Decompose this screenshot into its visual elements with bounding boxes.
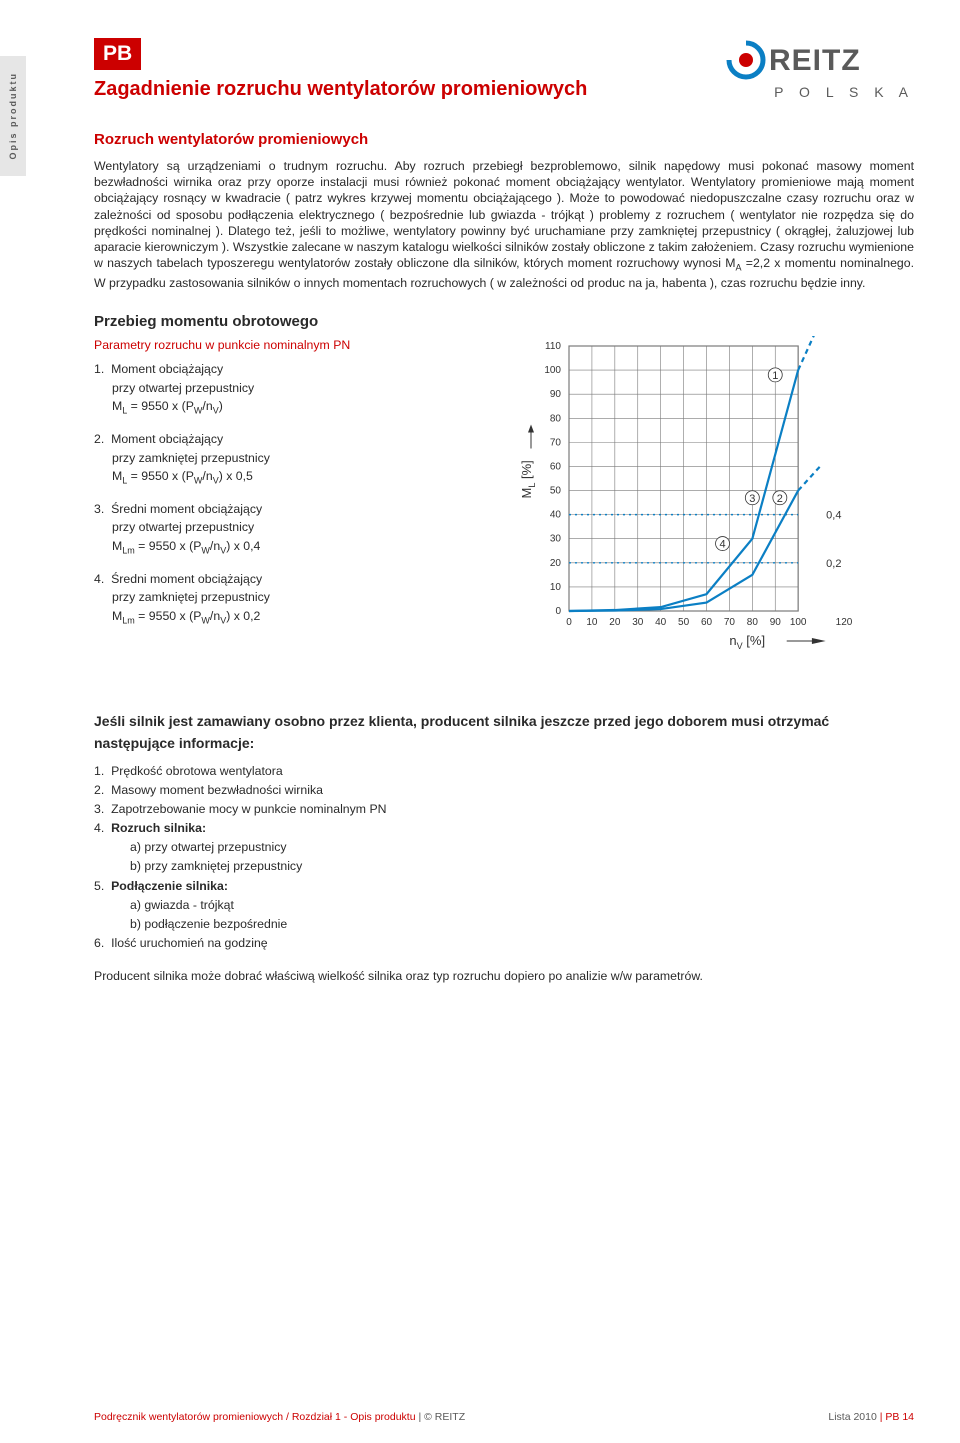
info-item: 2. Masowy moment bezwładności wirnika — [112, 781, 914, 800]
page-footer: Podręcznik wentylatorów promieniowych / … — [94, 1411, 914, 1423]
svg-text:0: 0 — [566, 617, 572, 628]
svg-text:20: 20 — [550, 558, 562, 569]
section-title: Przebieg momentu obrotowego — [94, 313, 914, 330]
svg-text:ML [%]: ML [%] — [519, 460, 537, 498]
info-item: 1. Prędkość obrotowa wentylatora — [112, 762, 914, 781]
parameters-column: Parametry rozruchu w punkcie nominalnym … — [94, 336, 474, 671]
svg-text:2: 2 — [777, 493, 783, 505]
svg-text:60: 60 — [550, 461, 562, 472]
svg-text:10: 10 — [586, 617, 598, 628]
info-lead: Jeśli silnik jest zamawiany osobno przez… — [94, 711, 914, 754]
svg-text:40: 40 — [655, 617, 667, 628]
svg-text:100: 100 — [544, 365, 561, 376]
svg-text:100: 100 — [790, 617, 807, 628]
svg-text:3: 3 — [749, 493, 755, 505]
svg-text:20: 20 — [609, 617, 621, 628]
footer-page: PB 14 — [885, 1411, 914, 1423]
svg-text:60: 60 — [701, 617, 713, 628]
svg-text:0,2: 0,2 — [826, 558, 841, 570]
svg-text:nV [%]: nV [%] — [729, 633, 765, 651]
svg-text:30: 30 — [550, 534, 562, 545]
svg-text:10: 10 — [550, 582, 562, 593]
svg-text:50: 50 — [550, 485, 562, 496]
svg-text:50: 50 — [678, 617, 690, 628]
info-block: Jeśli silnik jest zamawiany osobno przez… — [94, 711, 914, 986]
svg-text:80: 80 — [550, 413, 562, 424]
pb-badge: PB — [94, 38, 141, 70]
info-tail: Producent silnika może dobrać właściwą w… — [94, 967, 914, 986]
page-title: Zagadnienie rozruchu wentylatorów promie… — [94, 78, 587, 101]
param-item: 3. Średni moment obciążającyprzy otwarte… — [94, 500, 474, 558]
svg-text:0,4: 0,4 — [826, 509, 841, 521]
svg-text:REITZ: REITZ — [769, 44, 861, 77]
footer-chapter: Podręcznik wentylatorów promieniowych / … — [94, 1411, 416, 1423]
header-row: PB Zagadnienie rozruchu wentylatorów pro… — [94, 38, 914, 101]
param-item: 4. Średni moment obciążającyprzy zamknię… — [94, 570, 474, 628]
logo-subtext: P O L S K A — [724, 84, 914, 100]
info-item: 5. Podłączenie silnika:a) gwiazda - trój… — [112, 877, 914, 934]
param-title: Parametry rozruchu w punkcie nominalnym … — [94, 336, 474, 354]
footer-left-tail: | © REITZ — [416, 1411, 466, 1423]
svg-text:110: 110 — [545, 341, 561, 352]
svg-text:120: 120 — [836, 617, 853, 628]
footer-list: Lista 2010 — [828, 1411, 876, 1423]
svg-text:90: 90 — [550, 389, 562, 400]
svg-text:80: 80 — [747, 617, 759, 628]
torque-chart: 0 10 20 30 40 50 60 70 80 90 100 120 0 10 20 30 40 50 60 70… — [514, 336, 914, 671]
svg-text:0: 0 — [555, 606, 561, 617]
svg-text:70: 70 — [724, 617, 736, 628]
svg-text:4: 4 — [719, 538, 725, 550]
param-item: 1. Moment obciążającyprzy otwartej przep… — [94, 360, 474, 418]
info-item: 3. Zapotrzebowanie mocy w punkcie nomina… — [112, 800, 914, 819]
svg-text:1: 1 — [772, 370, 778, 382]
svg-text:90: 90 — [770, 617, 782, 628]
info-item: 4. Rozruch silnika:a) przy otwartej prze… — [112, 819, 914, 876]
param-item: 2. Moment obciążającyprzy zamkniętej prz… — [94, 430, 474, 488]
svg-text:30: 30 — [632, 617, 644, 628]
info-item: 6. Ilość uruchomień na godzinę — [112, 934, 914, 953]
brand-logo: REITZ P O L S K A — [724, 38, 914, 100]
svg-text:70: 70 — [550, 437, 562, 448]
svg-text:40: 40 — [550, 509, 562, 520]
intro-paragraph: Wentylatory są urządzeniami o trudnym ro… — [94, 158, 914, 291]
sub-title: Rozruch wentylatorów promieniowych — [94, 131, 914, 148]
